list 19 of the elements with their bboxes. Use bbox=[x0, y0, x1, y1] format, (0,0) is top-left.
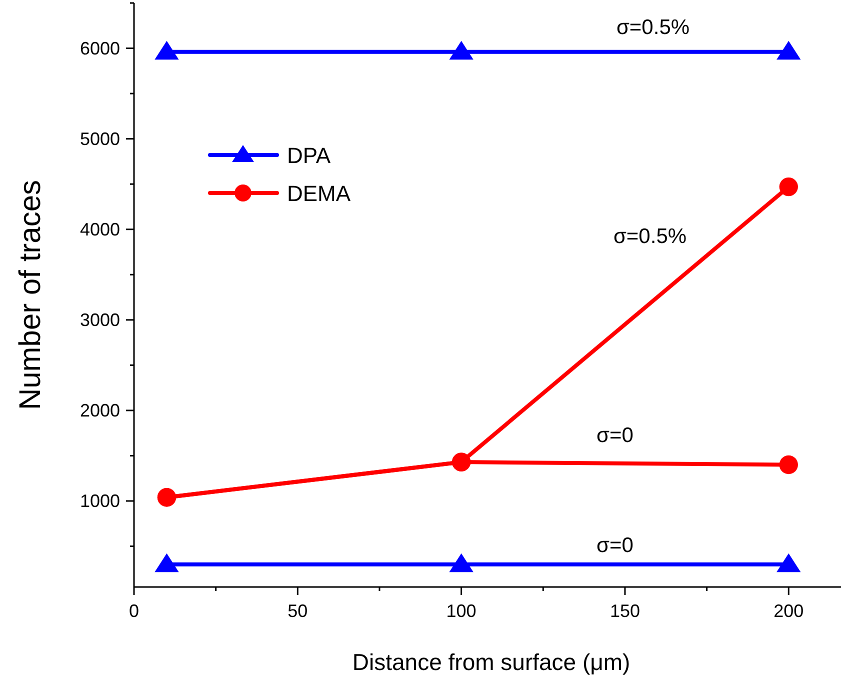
annotation: σ=0 bbox=[596, 424, 634, 447]
annotation: σ=0.5% bbox=[616, 16, 690, 39]
x-tick-label: 150 bbox=[610, 601, 640, 621]
legend-label: DEMA bbox=[287, 181, 351, 206]
y-tick-label: 6000 bbox=[80, 38, 120, 58]
x-tick-label: 100 bbox=[446, 601, 476, 621]
x-tick-label: 0 bbox=[128, 601, 140, 621]
y-axis-title: Number of traces bbox=[14, 180, 47, 410]
y-tick-label: 1000 bbox=[80, 490, 120, 511]
x-axis-title: Distance from surface (μm) bbox=[352, 649, 630, 675]
x-tick-label: 50 bbox=[288, 601, 308, 621]
annotation: σ=0 bbox=[596, 534, 634, 557]
annotation: σ=0.5% bbox=[613, 225, 687, 248]
y-tick-label: 2000 bbox=[80, 400, 120, 420]
y-tick-label: 3000 bbox=[80, 310, 120, 330]
legend-label: DPA bbox=[287, 143, 331, 168]
x-tick-label: 200 bbox=[774, 601, 804, 621]
y-tick-label: 5000 bbox=[80, 128, 120, 149]
y-tick-label: 4000 bbox=[80, 219, 120, 240]
